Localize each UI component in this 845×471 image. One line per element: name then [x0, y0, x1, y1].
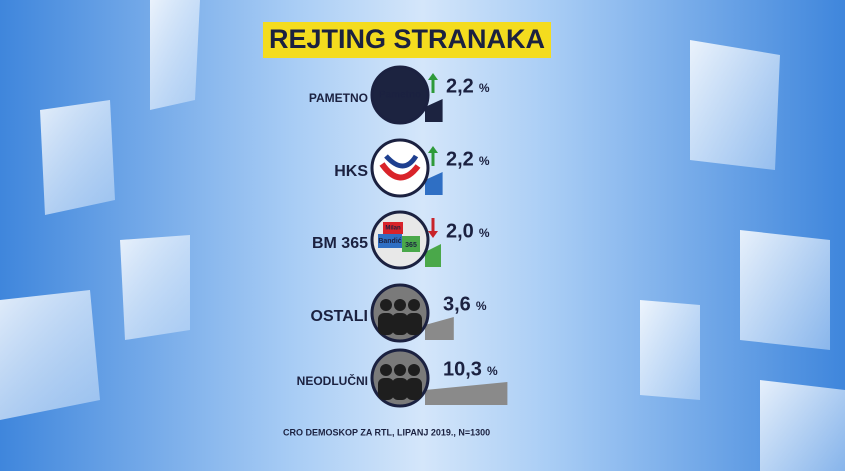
silhouette-body: [392, 313, 408, 335]
silhouette-body: [392, 378, 408, 400]
party-logo: [370, 65, 430, 125]
trend-arrow-head: [428, 231, 438, 238]
silhouette-head: [408, 299, 420, 311]
category-label: HKS: [334, 163, 368, 180]
category-label: BM 365: [312, 235, 368, 252]
bar: [425, 382, 508, 405]
logo-block: [378, 234, 402, 248]
trend-arrow-head: [428, 146, 438, 153]
category-label: PAMETNO: [309, 91, 368, 105]
value-unit: %: [479, 81, 490, 95]
value-label: 2,2: [446, 148, 474, 170]
source-note: CRO DEMOSKOP ZA RTL, LIPANJ 2019., N=130…: [283, 427, 490, 437]
silhouette-head: [380, 299, 392, 311]
bar: [425, 317, 454, 340]
logo-swoosh: [384, 154, 419, 169]
silhouette-body: [378, 313, 394, 335]
logo-text: Milan: [385, 226, 401, 232]
silhouette-body: [378, 378, 394, 400]
chart-title: REJTING STRANAKA: [269, 24, 545, 54]
value-label: 3,6: [443, 293, 471, 315]
value-unit: %: [479, 226, 490, 240]
silhouette-body: [406, 378, 422, 400]
value-unit: %: [487, 364, 498, 378]
bar: [425, 172, 443, 195]
logo-text: Pametno: [379, 90, 421, 101]
logo-text: Bandić: [378, 238, 401, 245]
bar: [425, 244, 441, 267]
value-label: 10,3: [443, 358, 482, 380]
silhouette-body: [406, 313, 422, 335]
trend-arrow-head: [428, 73, 438, 80]
silhouette-head: [408, 364, 420, 376]
value-label: 2,0: [446, 220, 474, 242]
logo-block: [383, 222, 403, 234]
silhouette-head: [394, 299, 406, 311]
value-unit: %: [476, 299, 487, 313]
logo-text: 365: [405, 242, 417, 249]
category-label: OSTALI: [311, 308, 368, 325]
value-unit: %: [479, 154, 490, 168]
bar: [425, 99, 443, 122]
silhouette-head: [394, 364, 406, 376]
silhouette-head: [380, 364, 392, 376]
logo-swoosh: [379, 162, 421, 181]
title-box: [263, 22, 551, 58]
logo-block: [402, 236, 420, 252]
value-label: 2,2: [446, 75, 474, 97]
category-label: NEODLUČNI: [297, 373, 368, 388]
